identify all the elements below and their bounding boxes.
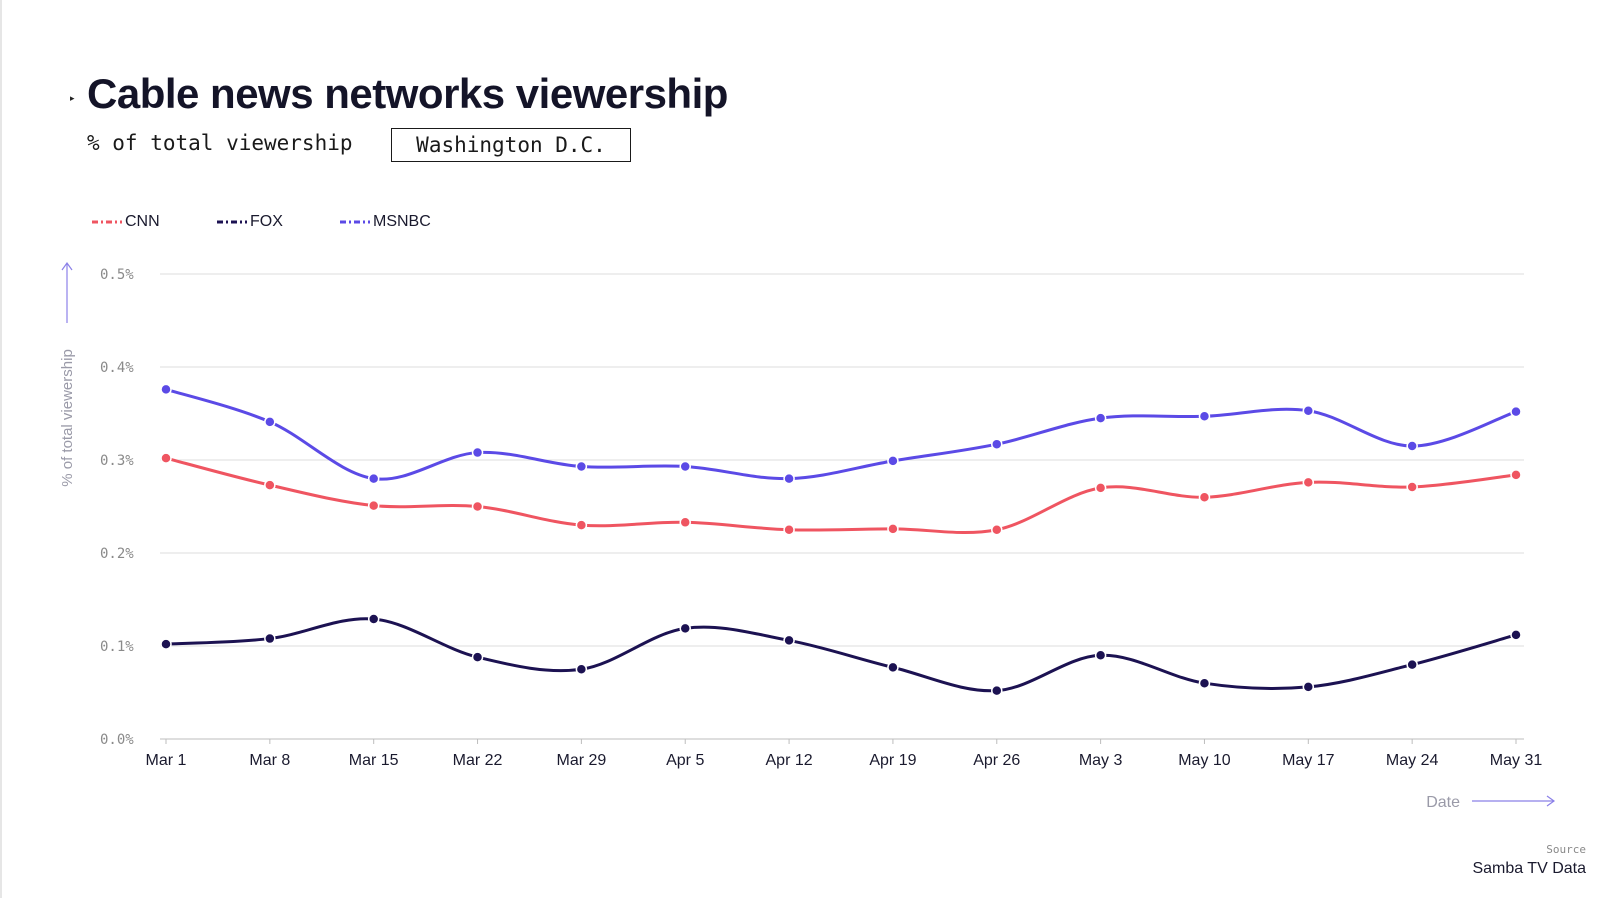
x-tick-label: Mar 8 (249, 752, 290, 769)
data-point-cnn (1094, 482, 1107, 494)
y-tick-label: 0.3% (100, 453, 134, 469)
x-axis-arrowhead-icon (1546, 795, 1556, 807)
data-point-cnn (783, 524, 795, 536)
data-point-fox (575, 663, 588, 675)
data-point-msnbc (1510, 405, 1522, 418)
source-value: Samba TV Data (1472, 860, 1586, 877)
data-point-fox (367, 613, 380, 625)
data-point-fox (1406, 658, 1418, 671)
data-point-cnn (1198, 491, 1211, 503)
data-point-fox (1510, 629, 1522, 641)
data-point-msnbc (679, 460, 691, 473)
y-axis-arrowhead-icon (61, 261, 73, 271)
y-tick-label: 0.5% (100, 267, 134, 283)
y-axis-title-group: % of total viewership (59, 261, 76, 487)
data-point-msnbc (471, 446, 484, 459)
data-point-msnbc (1198, 410, 1211, 423)
data-point-fox (264, 632, 276, 645)
series-cnn (160, 452, 1522, 536)
region-selector[interactable]: Washington D.C. (391, 128, 631, 162)
data-point-cnn (1406, 481, 1418, 493)
y-tick-label: 0.0% (100, 732, 134, 748)
series-line-fox (164, 617, 1518, 693)
data-point-fox (679, 622, 691, 635)
data-point-cnn (887, 523, 899, 535)
data-point-fox (1302, 681, 1315, 693)
data-point-fox (887, 661, 899, 674)
data-point-cnn (679, 516, 691, 529)
x-axis-ticks: Mar 1 Mar 8 Mar 15 Mar 22 Mar 29 Apr 5 Apr 12 A… (146, 739, 1543, 769)
x-tick-label: Apr 19 (869, 752, 916, 769)
data-point-msnbc (783, 472, 795, 485)
data-point-msnbc (1302, 404, 1315, 417)
x-tick-label: May 31 (1490, 752, 1543, 769)
data-point-fox (1094, 649, 1107, 662)
legend-label-cnn: CNN (125, 213, 160, 230)
legend-item-fox[interactable]: FOX (216, 213, 283, 231)
chart-subtitle: % of total viewership (87, 131, 353, 155)
chart-series (160, 383, 1522, 697)
x-axis-title: Date (1426, 794, 1460, 811)
data-point-msnbc (887, 455, 899, 467)
y-axis-title: % of total viewership (59, 349, 76, 487)
data-point-fox (991, 684, 1003, 697)
x-tick-label: Mar 29 (556, 752, 606, 769)
left-edge-rule (0, 0, 2, 898)
legend-item-msnbc[interactable]: MSNBC (339, 213, 431, 231)
data-point-fox (160, 638, 172, 650)
data-point-cnn (160, 452, 172, 464)
x-tick-label: Mar 22 (453, 752, 503, 769)
data-point-msnbc (1094, 412, 1107, 424)
x-tick-label: May 10 (1178, 752, 1231, 769)
x-tick-label: Apr 26 (973, 752, 1020, 769)
x-tick-label: Mar 1 (146, 752, 187, 769)
data-point-fox (783, 634, 795, 647)
data-point-cnn (367, 499, 380, 512)
data-point-msnbc (991, 438, 1003, 450)
data-point-fox (471, 651, 484, 663)
y-tick-label: 0.4% (100, 360, 134, 376)
chart-title: Cable news networks viewership (87, 70, 728, 117)
data-point-cnn (1510, 469, 1522, 481)
data-point-fox (1198, 677, 1211, 689)
data-point-cnn (1302, 476, 1315, 489)
series-fox (160, 613, 1522, 697)
data-point-msnbc (1406, 440, 1418, 452)
series-line-msnbc (164, 387, 1518, 481)
x-tick-label: May 17 (1282, 752, 1335, 769)
data-point-msnbc (160, 383, 172, 396)
chart-gridlines (160, 273, 1524, 740)
x-tick-label: Apr 5 (666, 752, 704, 769)
x-tick-label: Apr 12 (766, 752, 813, 769)
x-tick-label: Mar 15 (349, 752, 399, 769)
data-point-msnbc (575, 460, 588, 473)
data-point-msnbc (264, 416, 276, 428)
data-point-cnn (264, 479, 276, 491)
data-point-msnbc (367, 472, 380, 485)
y-tick-label: 0.2% (100, 546, 134, 562)
series-msnbc (160, 383, 1522, 485)
legend-item-cnn[interactable]: CNN (91, 213, 160, 231)
legend-label-msnbc: MSNBC (373, 213, 431, 230)
x-tick-label: May 3 (1079, 752, 1123, 769)
legend-label-fox: FOX (250, 213, 283, 230)
y-axis-ticks: 0.0% 0.1% 0.2% 0.3% 0.4% 0.5% (100, 267, 134, 748)
source-label: Source (1546, 843, 1586, 856)
x-axis-title-group: Date (1426, 794, 1556, 811)
legend-swatch-fox-icon (217, 220, 247, 224)
legend-swatch-msnbc-icon (340, 220, 370, 224)
series-line-cnn (164, 456, 1518, 535)
y-tick-label: 0.1% (100, 639, 134, 655)
data-point-cnn (471, 500, 484, 513)
data-point-cnn (991, 524, 1003, 536)
legend-swatch-cnn-icon (92, 220, 122, 224)
x-tick-label: May 24 (1386, 752, 1439, 769)
data-point-cnn (575, 519, 588, 531)
title-marker-icon: ▸ (70, 93, 75, 103)
